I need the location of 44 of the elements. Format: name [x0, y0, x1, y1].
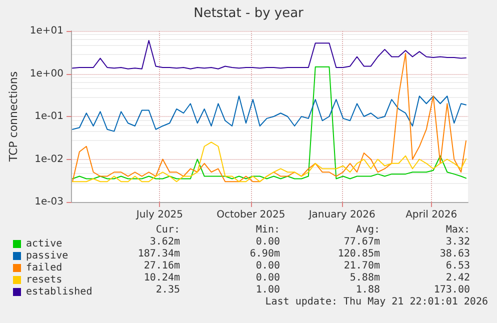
- text: 2.35: [156, 284, 180, 296]
- text: Min:: [256, 224, 280, 236]
- text: Last update: Thu May 21 22:01:01 2026: [265, 296, 488, 308]
- text: Avg:: [356, 224, 380, 236]
- y-tick-label: 1e+01: [30, 26, 64, 36]
- text: 3.62m: [150, 236, 180, 248]
- text: Max:: [446, 224, 470, 236]
- text: 173.00: [434, 284, 470, 296]
- text: 187.34m: [138, 248, 180, 260]
- text: 120.85m: [338, 248, 380, 260]
- y-axis-title: TCP connections: [7, 71, 20, 163]
- text: 6.53: [446, 260, 470, 272]
- text: 6.90m: [250, 248, 280, 260]
- text: 2.42: [446, 272, 470, 284]
- legend-label: failed: [26, 262, 62, 274]
- y-tick-label: 1e+00: [30, 68, 64, 80]
- text: 21.70m: [344, 260, 380, 272]
- x-tick-label: January 2026: [308, 210, 376, 220]
- x-tick-label: July 2025: [135, 210, 184, 220]
- x-tick-label: April 2026: [406, 210, 458, 220]
- x-tick-label: October 2025: [216, 210, 286, 220]
- legend-label: active: [26, 238, 62, 250]
- legend-label: established: [26, 286, 92, 298]
- y-tick-label: 1e-01: [34, 111, 64, 122]
- text: 1.00: [256, 284, 280, 296]
- line-series: [72, 96, 467, 132]
- text: 10.24m: [144, 272, 180, 284]
- line-series: [72, 142, 467, 182]
- text: 5.88m: [350, 272, 380, 284]
- chart-title: Netstat - by year: [194, 6, 304, 21]
- text: 0.00: [256, 236, 280, 248]
- text: 38.63: [440, 248, 470, 260]
- text: 27.16m: [144, 260, 180, 272]
- text: 77.67m: [344, 236, 380, 248]
- text: 0.00: [256, 272, 280, 284]
- text: 3.32: [446, 236, 470, 248]
- line-series: [72, 40, 467, 70]
- legend-label: resets: [26, 274, 62, 286]
- legend-label: passive: [26, 250, 68, 262]
- y-tick-label: 1e-03: [34, 196, 64, 208]
- text: 0.00: [256, 260, 280, 272]
- text: Cur:: [156, 224, 180, 236]
- text: 1.88: [356, 284, 380, 296]
- y-tick-label: 1e-02: [34, 154, 64, 165]
